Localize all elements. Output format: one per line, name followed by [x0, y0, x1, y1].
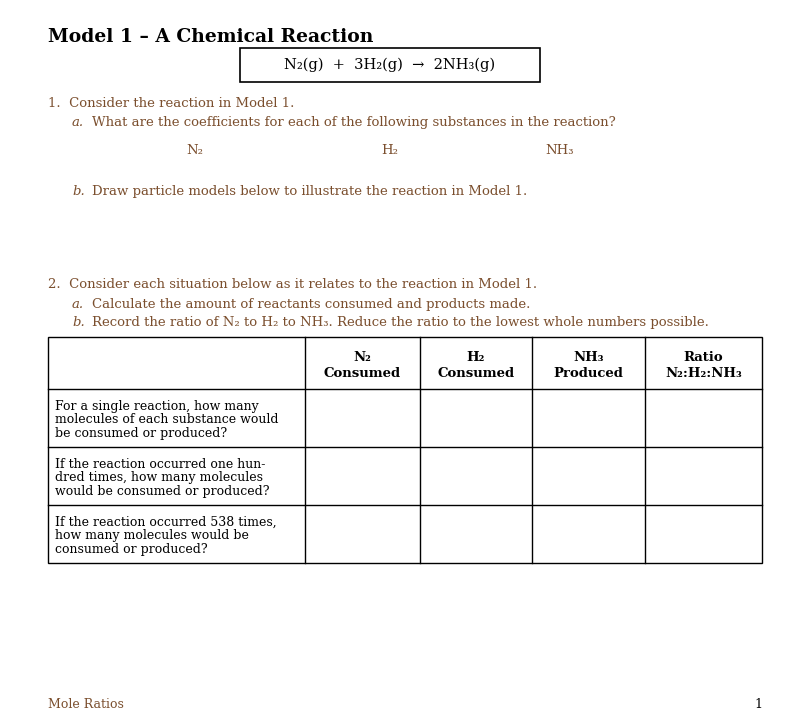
Text: Consumed: Consumed [324, 367, 401, 380]
Text: What are the coefficients for each of the following substances in the reaction?: What are the coefficients for each of th… [92, 116, 616, 129]
Text: Record the ratio of N₂ to H₂ to NH₃. Reduce the ratio to the lowest whole number: Record the ratio of N₂ to H₂ to NH₃. Red… [92, 316, 709, 329]
Text: N₂: N₂ [186, 144, 203, 157]
Text: 1: 1 [754, 698, 762, 711]
Text: Consumed: Consumed [437, 367, 515, 380]
Text: dred times, how many molecules: dred times, how many molecules [55, 471, 263, 484]
Text: H₂: H₂ [466, 351, 485, 364]
Text: 1.  Consider the reaction in Model 1.: 1. Consider the reaction in Model 1. [48, 97, 295, 110]
Text: molecules of each substance would: molecules of each substance would [55, 414, 278, 426]
Text: b.: b. [72, 316, 85, 329]
Text: N₂(g)  +  3H₂(g)  →  2NH₃(g): N₂(g) + 3H₂(g) → 2NH₃(g) [284, 58, 495, 72]
Text: 2.  Consider each situation below as it relates to the reaction in Model 1.: 2. Consider each situation below as it r… [48, 278, 537, 291]
Text: a.: a. [72, 116, 84, 129]
Bar [48, 337, 762, 563]
Text: N₂:H₂:NH₃: N₂:H₂:NH₃ [665, 367, 742, 380]
Text: would be consumed or produced?: would be consumed or produced? [55, 485, 270, 498]
Text: consumed or produced?: consumed or produced? [55, 543, 207, 555]
Text: For a single reaction, how many: For a single reaction, how many [55, 400, 259, 413]
Text: be consumed or produced?: be consumed or produced? [55, 427, 227, 440]
Text: If the reaction occurred 538 times,: If the reaction occurred 538 times, [55, 515, 277, 529]
Text: Mole Ratios: Mole Ratios [48, 698, 124, 711]
Text: NH₃: NH₃ [546, 144, 575, 157]
Text: b.: b. [72, 185, 85, 198]
Text: NH₃: NH₃ [573, 351, 604, 364]
Text: Calculate the amount of reactants consumed and products made.: Calculate the amount of reactants consum… [92, 298, 530, 311]
Text: Produced: Produced [554, 367, 624, 380]
Text: H₂: H₂ [382, 144, 399, 157]
Text: a.: a. [72, 298, 84, 311]
Text: If the reaction occurred one hun-: If the reaction occurred one hun- [55, 458, 266, 471]
Text: how many molecules would be: how many molecules would be [55, 529, 249, 543]
Text: N₂: N₂ [353, 351, 371, 364]
Bar [240, 48, 540, 82]
Text: Ratio: Ratio [684, 351, 723, 364]
Text: Model 1 – A Chemical Reaction: Model 1 – A Chemical Reaction [48, 28, 374, 46]
Text: Draw particle models below to illustrate the reaction in Model 1.: Draw particle models below to illustrate… [92, 185, 527, 198]
